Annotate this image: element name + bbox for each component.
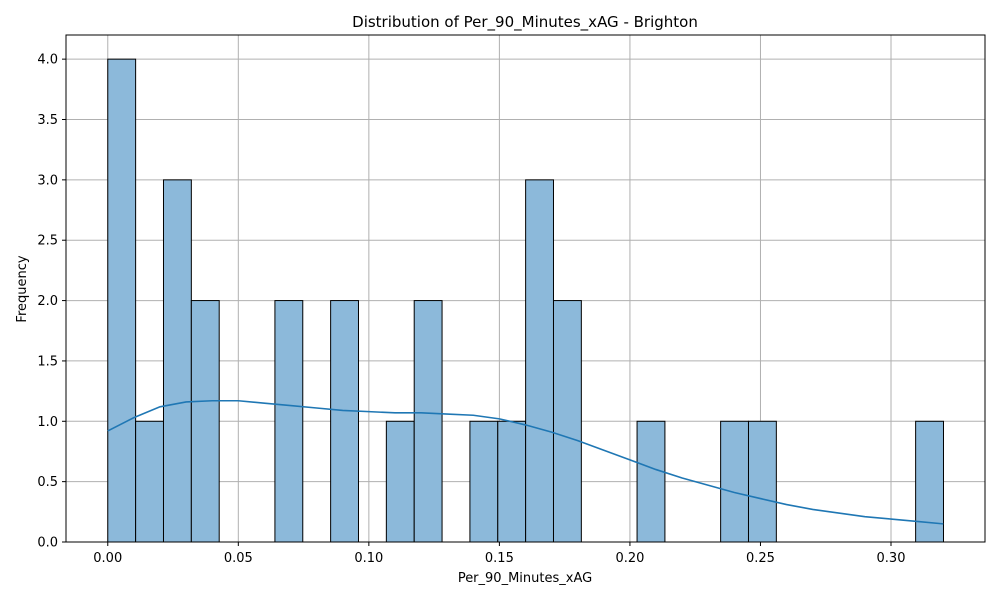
y-axis-label: Frequency — [15, 255, 30, 322]
y-tick-label: 0.5 — [37, 475, 58, 490]
kde-line — [107, 399, 944, 525]
x-tick-label: 0.25 — [746, 551, 775, 566]
histogram-bar — [413, 300, 443, 543]
histogram-bar — [497, 420, 527, 543]
histogram-bar — [330, 300, 359, 543]
y-tick-label: 0.0 — [37, 536, 58, 551]
histogram-bar — [552, 300, 582, 543]
histogram-bar — [274, 300, 304, 543]
x-tick-label: 0.05 — [224, 551, 253, 566]
y-axis-ticks: 0.0 0.5 1.0 1.5 2.0 2.5 3.0 3.5 4.0 — [37, 53, 66, 551]
plot-frame — [65, 34, 986, 543]
histogram-bar — [385, 420, 415, 543]
y-tick-label: 2.5 — [37, 234, 58, 249]
kde-layer — [107, 399, 944, 525]
histogram-bar — [636, 420, 666, 543]
histogram-bar — [190, 300, 220, 543]
y-tick-label: 3.0 — [37, 173, 58, 188]
histogram-bar — [135, 420, 164, 543]
histogram-bar — [747, 420, 777, 543]
x-tick-label: 0.20 — [615, 551, 644, 566]
histogram-bar — [525, 179, 554, 543]
histogram-bar — [162, 179, 192, 543]
x-axis-ticks: 0.00 0.05 0.10 0.15 0.20 0.25 0.30 — [93, 542, 905, 566]
histogram-bar — [469, 420, 499, 543]
x-axis-label: Per_90_Minutes_xAG — [458, 571, 592, 586]
y-tick-label: 4.0 — [37, 53, 58, 68]
x-tick-label: 0.30 — [877, 551, 906, 566]
bars-layer — [107, 58, 944, 543]
histogram-bar — [720, 420, 749, 543]
histogram-bar — [107, 58, 137, 543]
y-tick-label: 2.0 — [37, 294, 58, 309]
chart-title: Distribution of Per_90_Minutes_xAG - Bri… — [352, 13, 698, 32]
y-tick-label: 1.0 — [37, 415, 58, 430]
y-tick-label: 1.5 — [37, 354, 58, 369]
y-tick-label: 3.5 — [37, 113, 58, 128]
x-tick-label: 0.15 — [485, 551, 514, 566]
x-tick-label: 0.10 — [354, 551, 383, 566]
x-tick-label: 0.00 — [93, 551, 122, 566]
